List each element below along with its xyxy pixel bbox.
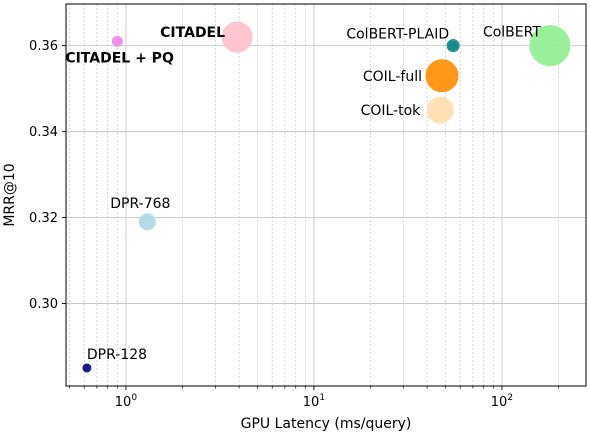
point-outline-colbert-plaid <box>446 39 460 53</box>
x-tick-label: 102 <box>491 393 513 410</box>
label-colbert: ColBERT <box>483 25 541 41</box>
data-points <box>82 21 571 373</box>
y-tick-label: 0.32 <box>29 211 58 226</box>
label-citadel-pq: CITADEL + PQ <box>65 50 174 66</box>
label-dpr-128: DPR-128 <box>87 347 147 363</box>
point-outline-dpr-768 <box>138 213 156 231</box>
y-tick-label: 0.36 <box>29 39 58 54</box>
y-axis-title: MRR@10 <box>2 163 18 226</box>
x-axis-title: GPU Latency (ms/query) <box>241 416 412 432</box>
point-labels: CITADEL CITADEL + PQ ColBERT-PLAID ColBERT C… <box>65 25 541 363</box>
y-tick-label: 0.30 <box>29 297 58 312</box>
label-citadel: CITADEL <box>160 25 225 41</box>
point-outline-dpr-128 <box>82 363 92 373</box>
axis-ticks: 100 101 102 0.30 0.32 0.34 0.36 <box>29 39 559 410</box>
y-tick-label: 0.34 <box>29 125 58 140</box>
point-outline-colbert <box>529 25 571 67</box>
label-dpr-768: DPR-768 <box>110 196 170 212</box>
x-tick-label: 101 <box>303 393 325 410</box>
x-tick-label: 100 <box>115 393 138 410</box>
point-outline-coil-full <box>425 59 459 93</box>
label-coil-full: COIL-full <box>363 69 422 85</box>
label-colbert-plaid: ColBERT-PLAID <box>346 27 449 43</box>
point-outline-coil-tok <box>426 96 454 124</box>
point-outline-citadel-pq <box>111 35 123 47</box>
label-coil-tok: COIL-tok <box>361 103 422 119</box>
point-outline-citadel <box>221 21 253 53</box>
plot-area <box>65 3 587 387</box>
